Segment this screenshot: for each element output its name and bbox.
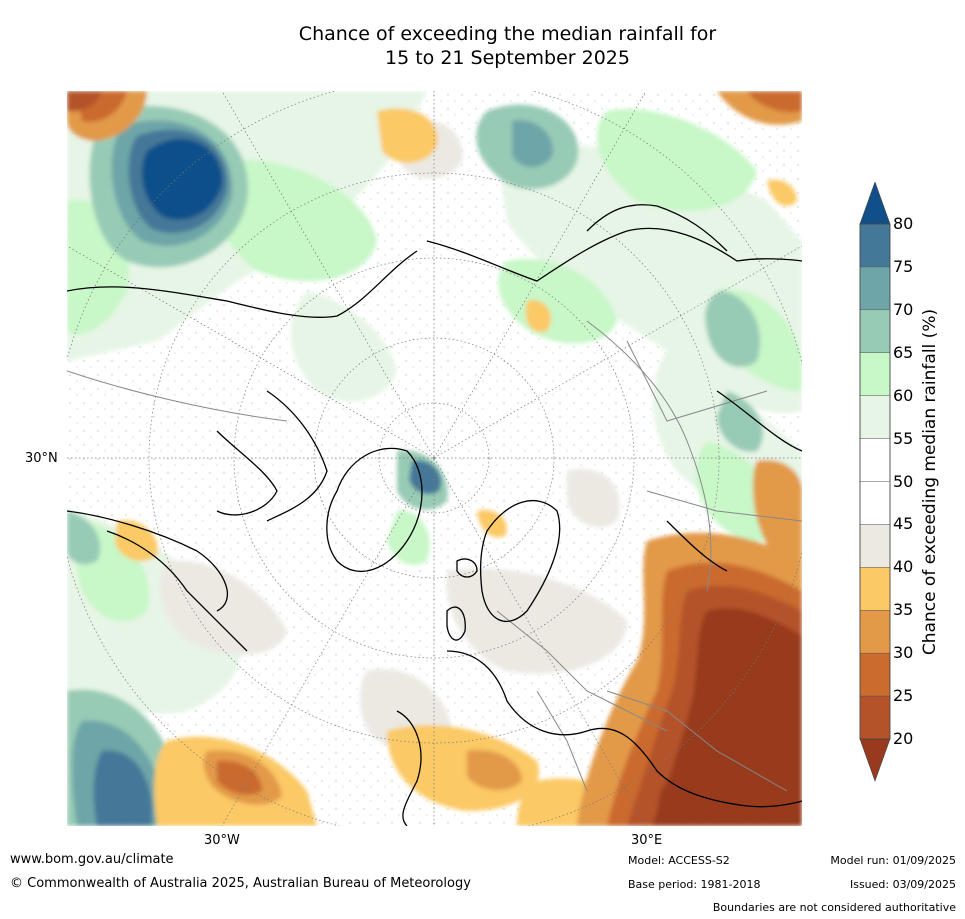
colorbar-segment-b20_25 [859, 695, 891, 740]
colorbar-segment-b75_80 [859, 223, 891, 268]
lat-label-30n: 30°N [25, 451, 58, 466]
model-run-text: Model run: 01/09/2025 [830, 854, 956, 867]
colorbar-tick-75: 75 [893, 256, 914, 276]
colorbar-frame [859, 223, 891, 740]
colorbar-above-80 [859, 182, 891, 225]
disclaimer-text: Boundaries are not considered authoritat… [712, 901, 956, 914]
colorbar-segment-b60_65 [859, 352, 891, 397]
colorbar-segment-b35_40 [859, 567, 891, 611]
copyright-text: © Commonwealth of Australia 2025, Austra… [10, 876, 471, 891]
colorbar-segments [859, 223, 891, 740]
issued-text: Issued: 03/09/2025 [849, 878, 956, 891]
map-title: Chance of exceeding the median rainfall … [200, 22, 815, 70]
colorbar-tick-30: 30 [893, 643, 914, 663]
colorbar-segment-b45_50 [859, 481, 891, 525]
colorbar-tick-45: 45 [893, 514, 914, 534]
base-period-text: Base period: 1981-2018 [628, 878, 761, 891]
lon-label-30w: 30°W [204, 833, 240, 848]
colorbar-below-20 [859, 738, 891, 782]
rainfall-probability-map[interactable] [67, 91, 802, 826]
coastlines [67, 204, 802, 826]
colorbar-segment-b40_45 [859, 524, 891, 568]
colorbar-tick-20: 20 [893, 729, 914, 748]
colorbar-tick-25: 25 [893, 686, 914, 706]
graticule [67, 91, 802, 826]
colorbar-segment-b55_60 [859, 395, 891, 440]
field-below-20 [652, 608, 802, 826]
colorbar-tick-65: 65 [893, 342, 914, 362]
colorbar-tick-80: 80 [893, 214, 914, 233]
colorbar-segment-b25_30 [859, 652, 891, 697]
country-boundaries [67, 320, 802, 792]
colorbar-segment-b30_35 [859, 610, 891, 654]
colorbar-title: Chance of exceeding median rainfall (%) [920, 308, 940, 656]
lon-label-30e: 30°E [631, 833, 663, 848]
website-link[interactable]: www.bom.gov.au/climate [10, 852, 174, 867]
colorbar-tick-55: 55 [893, 428, 914, 448]
colorbar-tick-70: 70 [893, 299, 914, 319]
colorbar-segment-b50_55 [859, 438, 891, 483]
colorbar-segment-b65_70 [859, 309, 891, 354]
title-line-1: Chance of exceeding the median rainfall … [298, 23, 717, 45]
title-line-2: 15 to 21 September 2025 [385, 47, 630, 69]
colorbar-segment-b70_75 [859, 266, 891, 311]
colorbar [859, 182, 891, 782]
colorbar-tick-40: 40 [893, 557, 914, 577]
colorbar-tick-60: 60 [893, 385, 914, 405]
colorbar-tick-50: 50 [893, 471, 914, 491]
colorbar-tick-35: 35 [893, 600, 914, 620]
model-text: Model: ACCESS-S2 [628, 854, 730, 867]
